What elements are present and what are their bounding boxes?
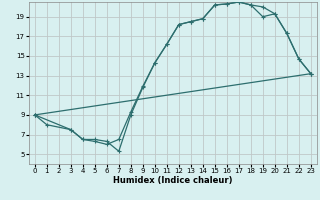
X-axis label: Humidex (Indice chaleur): Humidex (Indice chaleur) [113, 176, 233, 185]
